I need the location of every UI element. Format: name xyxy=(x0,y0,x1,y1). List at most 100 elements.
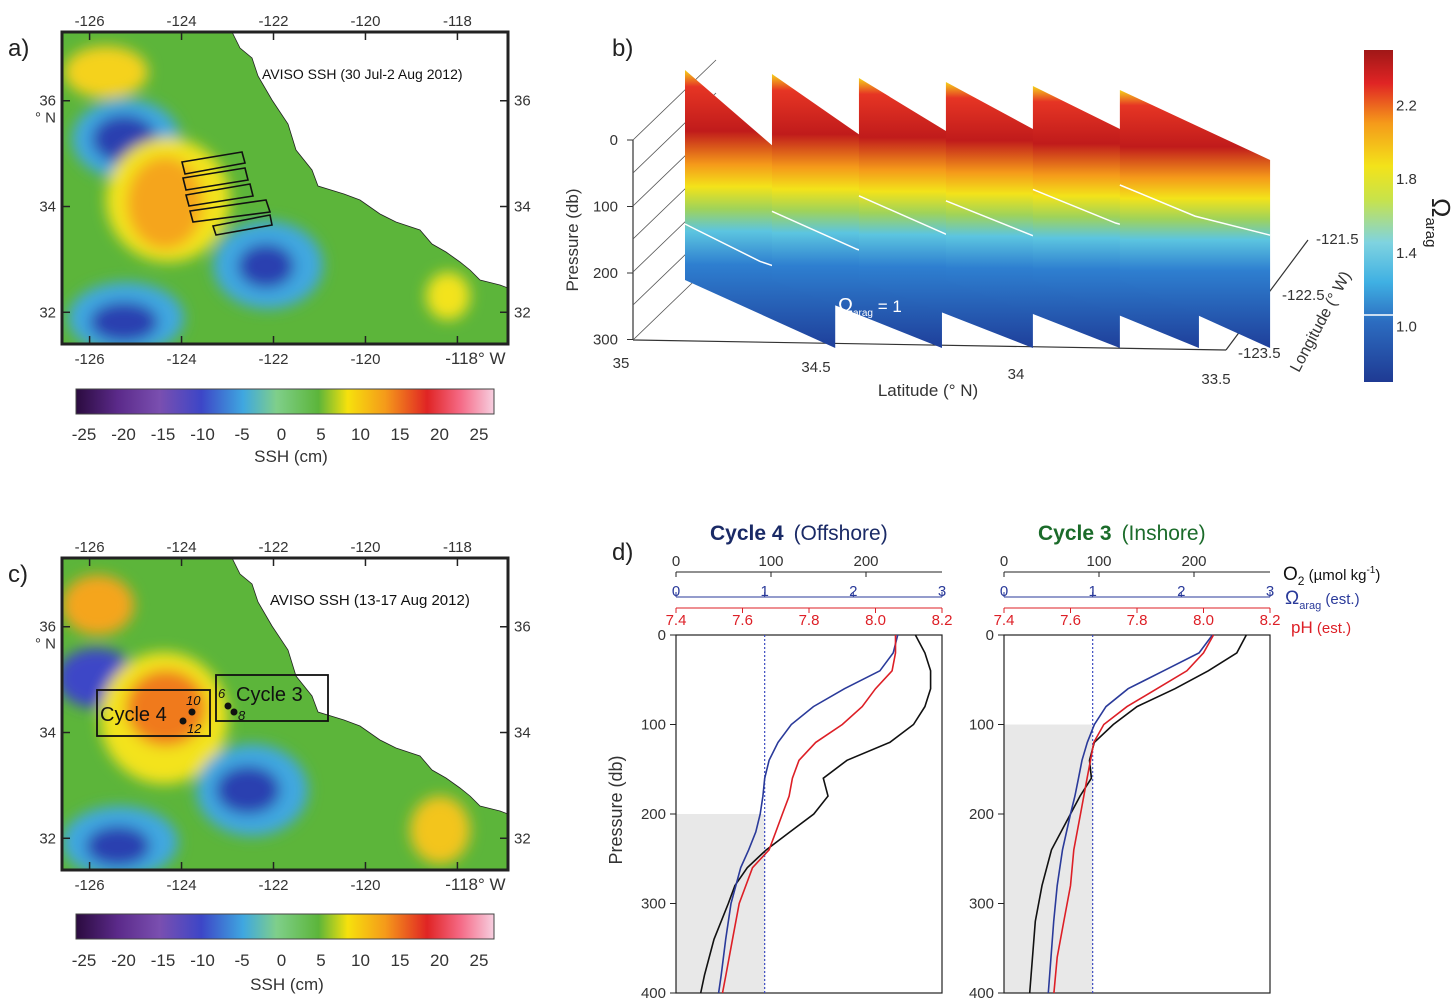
profile-line-omega xyxy=(1047,634,1214,994)
station-8 xyxy=(230,708,238,716)
omega-tick-label: 1 xyxy=(1088,583,1096,600)
lon-tick-label-top: -120 xyxy=(350,539,380,556)
lat-tick-label-right: 36 xyxy=(514,93,531,110)
ssh-tick-label: -20 xyxy=(111,425,136,444)
panel-b-longitude-ticks: -121.5 -122.5 -123.5 xyxy=(1238,231,1359,362)
ph-tick-label: 7.4 xyxy=(666,612,687,629)
latitude-tick-label: 35 xyxy=(613,355,630,372)
longitude-tick-label: -122.5 xyxy=(1282,287,1325,304)
lon-tick-label-top: -126 xyxy=(75,13,105,30)
panel-a-label: a) xyxy=(8,35,29,62)
omega-tick-label: 2 xyxy=(849,583,857,600)
omega-tick-label: 0 xyxy=(672,583,680,600)
o2-tick-label: 100 xyxy=(758,553,783,570)
longitude-tick-label: -123.5 xyxy=(1238,345,1281,362)
pressure-tick-label: 300 xyxy=(641,896,666,913)
omega-tick-label: 1 xyxy=(760,583,768,600)
o2-tick-label: 0 xyxy=(672,553,680,570)
lat-tick-label-left: 32 xyxy=(39,830,56,847)
lon-tick-label-bottom: -122 xyxy=(258,351,288,368)
ssh-tick-label: 10 xyxy=(351,425,370,444)
omega-colorbar xyxy=(1364,50,1393,382)
pressure-tick-label: 300 xyxy=(593,332,618,349)
pressure-tick-label: 400 xyxy=(641,985,666,1001)
lon-tick-label-top: -122 xyxy=(258,539,288,556)
pressure-tick-label: 200 xyxy=(969,806,994,823)
omega-tick-label: 3 xyxy=(938,583,946,600)
ssh-low-a2 xyxy=(238,244,294,288)
lat-tick-unit-left: ° N xyxy=(35,636,56,653)
ph-tick-label: 8.2 xyxy=(1260,612,1281,629)
lon-tick-label-top: -122 xyxy=(258,13,288,30)
lon-tick-label-bottom: -120 xyxy=(350,877,380,894)
cycle3-box-label: Cycle 3 xyxy=(236,684,303,706)
panel-b-longitude-label: Longitude (° W) xyxy=(1287,269,1354,375)
lon-tick-label-top: -124 xyxy=(167,13,197,30)
ssh-high-c2 xyxy=(126,670,206,746)
ph-tick-label: 8.0 xyxy=(1193,612,1214,629)
ssh-high-a2 xyxy=(127,157,203,249)
omega-tick-label: 3 xyxy=(1266,583,1274,600)
omega-colorbar-ticks: 2.2 1.8 1.4 1.0 xyxy=(1396,97,1417,335)
transect-wall xyxy=(1119,90,1271,348)
lat-tick-label-right: 32 xyxy=(514,304,531,321)
ssh-colorbar-a-bar xyxy=(75,388,495,415)
panel-c-label: c) xyxy=(8,561,28,588)
ssh-tick-label: -10 xyxy=(190,951,215,970)
o2-tick-label: 200 xyxy=(1181,553,1206,570)
profile-line-ph xyxy=(721,635,897,994)
pressure-tick-label: 400 xyxy=(969,985,994,1001)
ssh-colorbar-c: -25 -20 -15 -10 -5 0 5 10 15 20 25 SSH (cm) xyxy=(72,913,495,994)
ssh-high-a3 xyxy=(426,272,470,320)
ssh-colorbar-a-ticks: -25 -20 -15 -10 -5 0 5 10 15 20 25 xyxy=(72,425,489,444)
ssh-high-c3 xyxy=(410,796,470,864)
ph-tick-label: 7.4 xyxy=(994,612,1015,629)
ssh-tick-label: 15 xyxy=(391,425,410,444)
map-a-bottom-ticks: -126 -124 -122 -120 -118° W xyxy=(75,336,506,368)
legend-o2: O2 (µmol kg-1) xyxy=(1283,564,1380,588)
o2-tick-label: 200 xyxy=(853,553,878,570)
omega-colorbar-tick-label: 2.2 xyxy=(1396,97,1417,114)
lon-tick-label-top: -118 xyxy=(443,13,472,30)
map-a-frame xyxy=(60,30,510,346)
ssh-colorbar-a: -25 -20 -15 -10 -5 0 5 10 15 20 25 SSH (cm) xyxy=(72,388,495,466)
map-c-frame xyxy=(60,556,510,872)
station-label-12: 12 xyxy=(187,721,202,736)
map-c-bottom-ticks: -126 -124 -122 -120 -118° W xyxy=(75,862,506,894)
panel-d-ylabel: Pressure (db) xyxy=(606,755,626,864)
latitude-tick-label: 33.5 xyxy=(1201,371,1230,388)
o2-tick-label: 0 xyxy=(1000,553,1008,570)
pressure-tick-label: 100 xyxy=(969,717,994,734)
lat-tick-label-right: 34 xyxy=(514,199,531,216)
profile-inshore: 0 100 200 0 1 2 3 7.4 7.6 7.8 8.0 8.2 0 100 200 300 400 xyxy=(969,553,1280,1001)
ssh-tick-label: 15 xyxy=(391,951,410,970)
omega-colorbar-tick-label: 1.0 xyxy=(1396,319,1417,336)
cycle4-box-label: Cycle 4 xyxy=(100,704,167,726)
ssh-tick-label: 0 xyxy=(277,951,286,970)
stations: 10 12 6 8 xyxy=(179,686,246,736)
ssh-low-c3 xyxy=(86,826,150,866)
map-c-top-ticks: -126 -124 -122 -120 -118 xyxy=(75,539,472,566)
map-a-top-ticks: -126 -124 -122 -120 -118 xyxy=(75,13,472,40)
lon-tick-label-bottom: -120 xyxy=(350,351,380,368)
pressure-tick-label: 0 xyxy=(986,627,994,644)
profile-line-omega xyxy=(717,634,899,994)
ssh-colorbar-c-label: SSH (cm) xyxy=(250,975,324,994)
lon-tick-label-top: -118 xyxy=(443,539,472,556)
survey-lines xyxy=(181,151,273,236)
panel-b: b) Pressure (db) Ωarag = 1 0 100 200 300 35… xyxy=(563,35,1454,400)
lat-tick-label-left: 34 xyxy=(39,199,56,216)
profile-line-ph xyxy=(1053,634,1215,994)
station-6 xyxy=(224,702,232,710)
lon-tick-label-bottom: -122 xyxy=(258,877,288,894)
ssh-low-c2 xyxy=(216,766,280,814)
panel-b-label: b) xyxy=(612,35,633,62)
lat-tick-label-right: 32 xyxy=(514,830,531,847)
lon-tick-label-top: -120 xyxy=(350,13,380,30)
panel-d: d) Cycle 4 (Offshore) Cycle 3 (Inshore) Pr… xyxy=(606,522,1380,1001)
station-label-6: 6 xyxy=(218,686,226,701)
pressure-tick-label: 300 xyxy=(969,896,994,913)
ssh-tick-label: -5 xyxy=(234,425,249,444)
